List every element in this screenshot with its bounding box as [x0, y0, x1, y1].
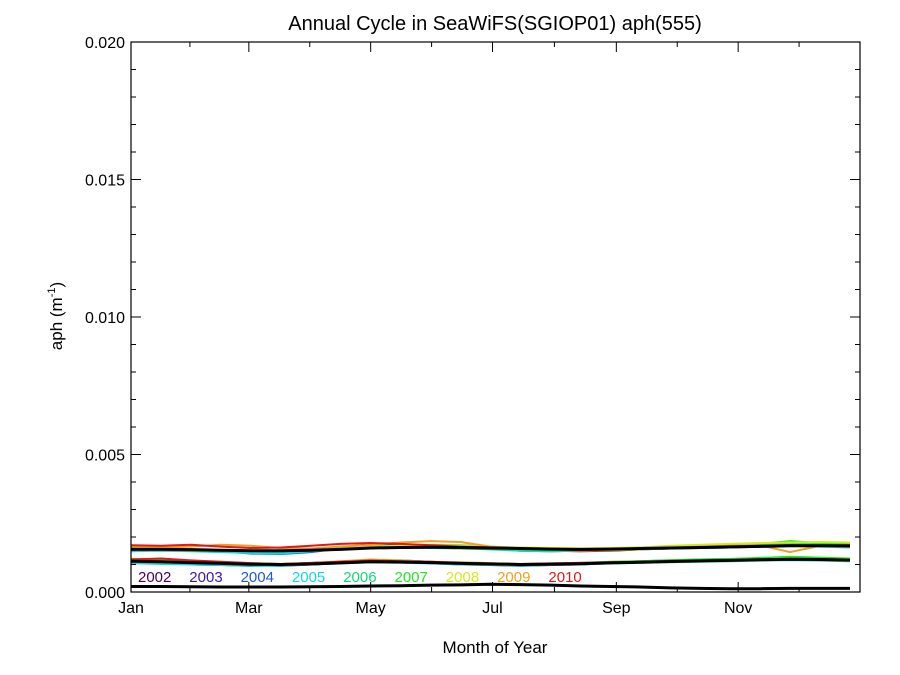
reference-curve-1: [131, 544, 850, 553]
reference-curve-2: [130, 557, 851, 567]
x-tick-label: May: [356, 600, 386, 617]
reference-curve-3: [131, 582, 850, 591]
legend-label-2003: 2003: [189, 569, 222, 586]
x-axis-label: Month of Year: [443, 638, 548, 657]
legend-label-2002: 2002: [138, 569, 171, 586]
y-axis: 0.000 0.005 0.010 0.015 0.020: [85, 35, 860, 602]
reference-curves: [130, 544, 851, 591]
x-tick-label: Jan: [118, 600, 144, 617]
y-tick-label: 0.000: [85, 585, 125, 602]
legend-label-2007: 2007: [395, 569, 428, 586]
legend-label-2010: 2010: [548, 569, 581, 586]
y-tick-label: 0.020: [85, 35, 125, 52]
y-axis-label-superscript: -1: [46, 287, 58, 297]
y-axis-label: aph (m-1): [46, 282, 66, 350]
legend-label-2008: 2008: [446, 569, 479, 586]
y-tick-label: 0.010: [85, 310, 125, 327]
legend-label-2005: 2005: [292, 569, 325, 586]
legend: 2002 2003 2004 2005 2006 2007 2008 2009 2010: [138, 569, 582, 586]
x-tick-label: Jul: [482, 600, 502, 617]
y-tick-label: 0.015: [85, 173, 125, 190]
x-tick-label: Sep: [602, 600, 631, 617]
legend-label-2006: 2006: [343, 569, 376, 586]
legend-label-2004: 2004: [241, 569, 274, 586]
y-tick-label: 0.005: [85, 448, 125, 465]
legend-label-2009: 2009: [497, 569, 530, 586]
x-axis: Jan Mar May Jul Sep Nov: [118, 42, 800, 617]
y-axis-label-close: ): [47, 282, 66, 288]
y-axis-label-main: aph (m: [47, 297, 66, 350]
chart-title: Annual Cycle in SeaWiFS(SGIOP01) aph(555…: [288, 13, 702, 35]
x-tick-label: Nov: [724, 600, 752, 617]
x-tick-label: Mar: [235, 600, 263, 617]
